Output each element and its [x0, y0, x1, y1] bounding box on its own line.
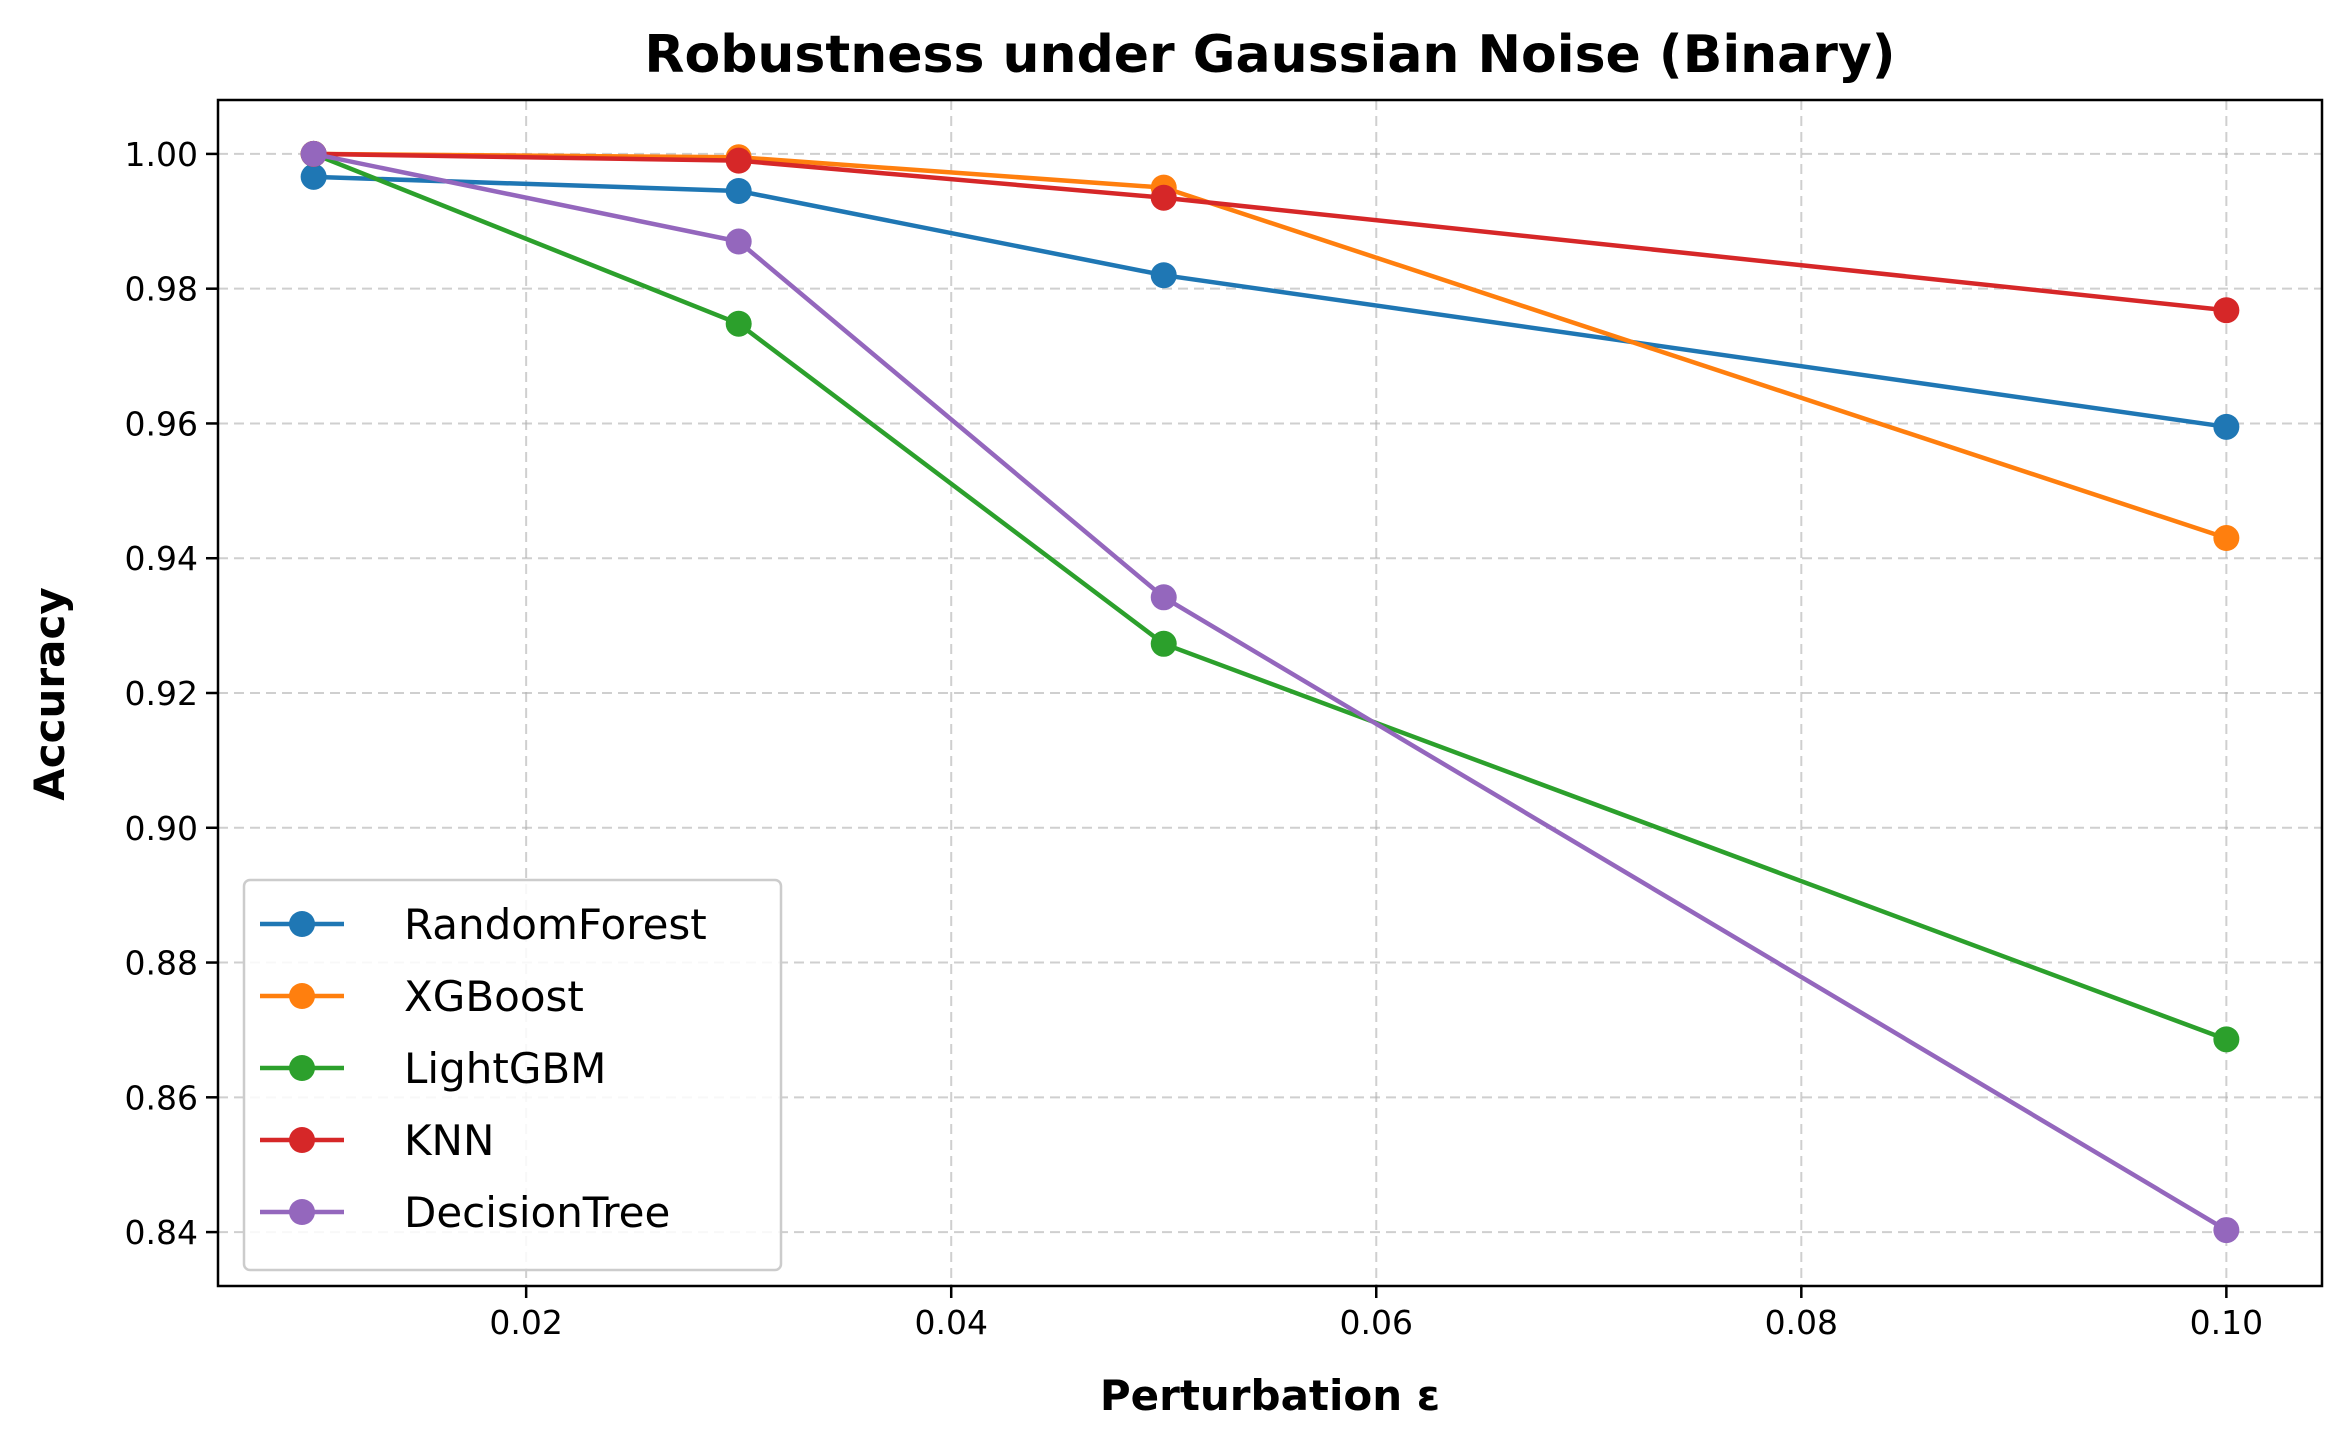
series-knn — [300, 140, 2240, 324]
legend-entry-xgboost: XGBoost — [260, 972, 584, 1021]
legend-swatch-marker — [289, 911, 315, 937]
y-tick-label: 0.92 — [125, 674, 198, 713]
legend-label: RandomForest — [404, 900, 707, 949]
y-tick-label: 0.98 — [125, 270, 198, 309]
x-tick-label: 0.06 — [1340, 1303, 1413, 1342]
x-tick-label: 0.04 — [914, 1303, 987, 1342]
y-tick-label: 0.84 — [125, 1213, 198, 1252]
data-point-decisiontree — [300, 140, 327, 167]
data-point-lightgbm — [725, 310, 752, 337]
data-point-xgboost — [2213, 525, 2240, 552]
data-point-decisiontree — [725, 228, 752, 255]
y-axis-label: Accuracy — [25, 587, 74, 801]
y-tick-label: 0.86 — [125, 1078, 198, 1117]
y-tick-label: 0.94 — [125, 539, 198, 578]
legend-swatch-marker — [289, 1199, 315, 1225]
series-line-randomforest — [313, 174, 2227, 430]
data-point-lightgbm — [1150, 630, 1177, 657]
data-point-randomforest — [725, 177, 752, 204]
legend-entry-decisiontree: DecisionTree — [260, 1188, 670, 1237]
data-point-knn — [725, 147, 752, 174]
legend-swatch-marker — [289, 983, 315, 1009]
series-randomforest — [300, 163, 2240, 440]
data-point-randomforest — [2213, 413, 2240, 440]
legend-entry-randomforest: RandomForest — [260, 900, 707, 949]
legend-label: LightGBM — [404, 1044, 606, 1093]
data-point-randomforest — [1150, 262, 1177, 289]
legend-label: DecisionTree — [404, 1188, 670, 1237]
series-line-knn — [313, 151, 2227, 313]
series-layer — [300, 140, 2240, 1244]
data-point-decisiontree — [1150, 584, 1177, 611]
y-tick-label: 1.00 — [125, 135, 198, 174]
chart-title: Robustness under Gaussian Noise (Binary) — [644, 25, 1895, 85]
data-point-randomforest — [300, 163, 327, 190]
series-line-lightgbm — [312, 151, 2228, 1042]
x-tick-label: 0.10 — [2190, 1303, 2263, 1342]
y-tick-label: 0.88 — [125, 944, 198, 983]
x-axis-label: Perturbation ε — [1100, 1371, 1440, 1420]
y-tick-label: 0.90 — [125, 809, 198, 848]
data-point-knn — [1150, 184, 1177, 211]
axis-ticks: 0.02 0.04 0.06 0.08 0.10 0.84 0.86 0.88 0.90 0.92… — [125, 135, 2264, 1342]
legend-swatch-marker — [289, 1127, 315, 1153]
y-tick-label: 0.96 — [125, 404, 198, 443]
legend-swatch-marker — [289, 1055, 315, 1081]
series-decisiontree — [300, 140, 2240, 1244]
x-tick-label: 0.02 — [489, 1303, 562, 1342]
series-xgboost — [300, 140, 2240, 552]
x-tick-label: 0.08 — [1765, 1303, 1838, 1342]
grid-lines — [218, 100, 2322, 1286]
legend-entry-knn: KNN — [260, 1116, 494, 1165]
data-point-knn — [2213, 297, 2240, 324]
legend-box — [242, 878, 783, 1272]
legend-label: XGBoost — [404, 972, 584, 1021]
data-point-lightgbm — [2213, 1026, 2240, 1053]
legend: RandomForest XGBoost LightGBM KNN DecisionTr… — [242, 878, 783, 1272]
data-point-decisiontree — [2213, 1217, 2240, 1244]
legend-label: KNN — [404, 1116, 494, 1165]
legend-entry-lightgbm: LightGBM — [260, 1044, 606, 1093]
series-line-decisiontree — [313, 151, 2228, 1233]
